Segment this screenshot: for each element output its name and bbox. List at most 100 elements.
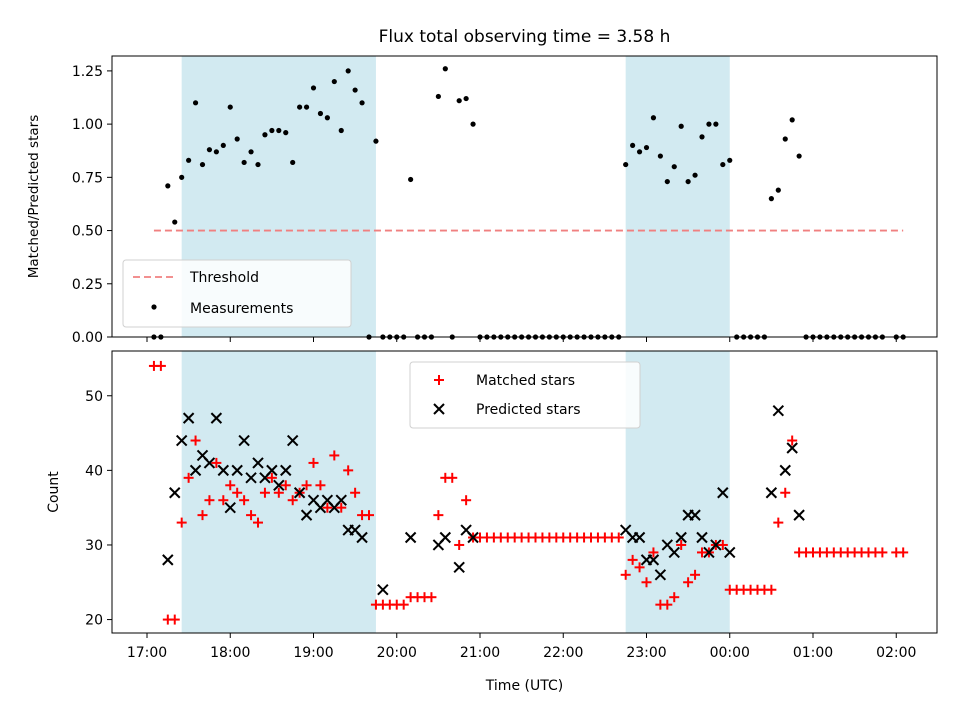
predicted-point [286,434,299,447]
predicted-star-points [162,404,805,596]
measurement-point [206,147,213,153]
measurement-point [199,161,206,168]
matched-point [447,472,458,483]
matched-point [232,487,243,498]
measurement-point [685,178,691,185]
measurement-point [290,159,296,166]
predicted-point [786,442,798,454]
predicted-point [224,501,236,514]
predicted-point [404,531,417,544]
predicted-point [252,457,264,469]
measurement-point [255,161,261,168]
matched-point [301,480,312,491]
matched-point [780,487,791,498]
measurement-point [338,127,344,134]
predicted-point [689,509,701,521]
measurement-point [345,68,351,74]
predicted-point [189,464,202,477]
matched-point [280,480,291,491]
predicted-point [231,464,243,477]
y-tick-label: 20 [85,613,103,629]
y-tick-label: 50 [85,389,103,405]
predicted-point [182,412,195,424]
predicted-point [724,546,736,559]
measurement-point [241,159,247,166]
shaded-interval-2 [625,56,730,337]
matched-point [717,539,728,550]
measurement-point [352,87,358,93]
top-legend: Threshold Measurements [122,259,352,328]
measurement-point [276,127,282,134]
matched-point [287,495,298,506]
x-axis-label: Time (UTC) [485,678,563,694]
measurement-point [678,123,684,129]
measurement-point [623,161,629,168]
measurement-point [713,121,719,127]
top-y-axis: 0.00 0.25 0.50 0.75 1.00 1.25 [72,64,112,346]
measurement-point [234,136,240,142]
x-tick-label: 20:00 [377,645,417,661]
measurement-point [775,187,781,193]
matched-point [204,495,215,506]
measurement-point [727,157,733,163]
matched-point [253,517,263,528]
legend-measurements-label: Measurements [190,301,293,317]
matched-point [190,435,201,446]
y-tick-label: 0.00 [72,330,103,346]
predicted-point [633,531,646,544]
matched-point [787,435,798,446]
predicted-point [793,509,805,521]
measurement-point [692,172,698,178]
matched-point [690,569,701,580]
predicted-point [210,412,223,424]
matched-point [155,360,166,371]
matched-point [169,614,180,625]
top-panel: 0.00 0.25 0.50 0.75 1.00 1.25 Flux total obse… [26,27,938,346]
matched-point [336,502,347,513]
legend-matched-label: Matched stars [476,373,575,389]
matched-point [454,539,465,550]
bottom-panel: 20 30 40 50 17:00 18:00 19:00 20:00 21:00 22:00 2… [46,350,938,694]
matched-star-points [148,360,909,625]
measurement-point [310,85,317,91]
measurement-point [643,144,650,151]
legend-matched-swatch [434,375,444,385]
measurement-point [463,95,469,102]
matched-point [620,569,631,580]
measurement-point [297,104,303,110]
y-tick-label: 0.75 [72,170,103,186]
x-tick-label: 00:00 [710,645,750,661]
measurement-point [373,138,379,144]
matched-point [627,554,638,565]
matched-point [683,577,694,588]
legend-predicted-label: Predicted stars [476,402,581,418]
predicted-point [710,539,722,551]
measurement-point [186,157,192,163]
measurement-point [789,117,795,123]
predicted-point [356,531,368,544]
matched-point [266,472,277,483]
matched-point [329,450,340,461]
bottom-plot-frame [111,350,938,634]
y-tick-label: 1.00 [72,117,103,133]
matched-point [613,532,624,543]
x-tick-label: 01:00 [793,645,833,661]
predicted-point [266,464,278,477]
y-tick-label: 40 [85,463,103,479]
bottom-y-axis-label: Count [46,471,62,513]
matched-point [364,510,374,521]
x-tick-label: 19:00 [293,645,333,661]
predicted-point [162,554,174,566]
bottom-legend-box [409,361,641,429]
measurement-point [796,153,802,159]
top-y-axis-label: Matched/Predicted stars [26,115,42,278]
predicted-point [453,561,465,574]
predicted-point [668,546,680,559]
measurement-point [650,115,657,121]
x-tick-label: 23:00 [626,645,666,661]
x-tick-label: 21:00 [460,645,500,661]
predicted-point [300,509,313,521]
predicted-point [696,531,708,544]
measurement-point [657,153,663,159]
